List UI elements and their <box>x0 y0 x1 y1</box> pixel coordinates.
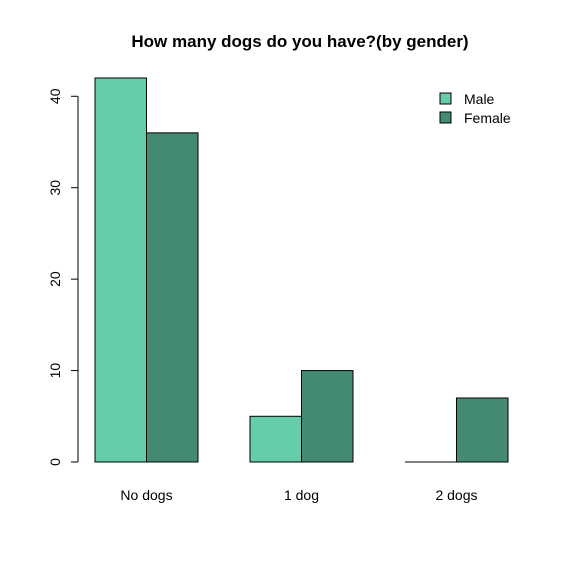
chart-title: How many dogs do you have?(by gender) <box>131 32 468 51</box>
x-axis-labels: No dogs 1 dog 2 dogs <box>120 487 477 503</box>
legend: Male Female <box>439 91 511 126</box>
y-tick-label: 0 <box>47 458 63 466</box>
legend-label-male: Male <box>464 91 495 107</box>
legend-swatch-female <box>439 111 452 124</box>
x-category-label: No dogs <box>120 487 172 503</box>
y-tick-label: 30 <box>47 180 63 196</box>
bar-female-0 <box>146 132 199 463</box>
y-tick-label: 10 <box>47 363 63 379</box>
bar-female-1 <box>301 370 354 463</box>
y-tick-label: 20 <box>47 271 63 287</box>
legend-swatch-male <box>439 92 452 105</box>
bar-male-1 <box>249 415 302 463</box>
bar-female-2 <box>456 397 509 463</box>
legend-label-female: Female <box>464 110 511 126</box>
y-tick-label: 40 <box>47 88 63 104</box>
y-axis: 0 10 20 30 40 <box>47 88 79 466</box>
bars-group <box>94 77 509 463</box>
x-category-label: 1 dog <box>284 487 319 503</box>
x-category-label: 2 dogs <box>435 487 477 503</box>
bar-male-0 <box>94 77 147 463</box>
